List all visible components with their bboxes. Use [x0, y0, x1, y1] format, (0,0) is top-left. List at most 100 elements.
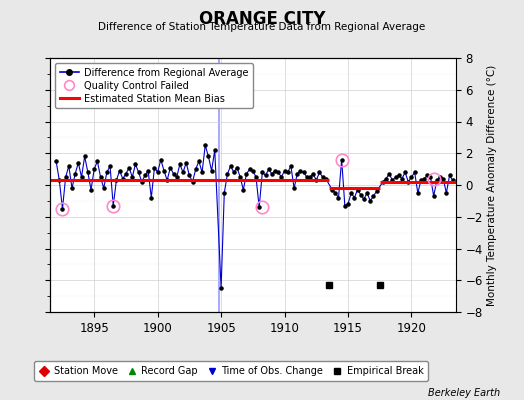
Point [236, 174, 244, 180]
Point [299, 169, 308, 176]
Point [363, 190, 371, 196]
Point [398, 176, 406, 182]
Point [413, 190, 422, 196]
Point [350, 194, 358, 201]
Point [293, 171, 301, 177]
Point [223, 171, 232, 177]
Point [347, 190, 355, 196]
Point [195, 158, 203, 164]
Point [84, 169, 92, 176]
Point [252, 174, 260, 180]
Point [309, 171, 318, 177]
Point [420, 176, 428, 182]
Point [305, 174, 314, 180]
Point [172, 174, 181, 180]
Point [395, 172, 403, 179]
Point [226, 163, 235, 169]
Point [185, 172, 193, 179]
Point [100, 185, 108, 191]
Point [103, 169, 111, 176]
Point [192, 166, 200, 172]
Point [150, 164, 159, 171]
Point [442, 190, 451, 196]
Point [122, 171, 130, 177]
Point [52, 158, 60, 164]
Point [81, 153, 89, 160]
Point [359, 196, 368, 202]
Point [258, 169, 267, 176]
Y-axis label: Monthly Temperature Anomaly Difference (°C): Monthly Temperature Anomaly Difference (… [487, 64, 497, 306]
Point [147, 194, 156, 201]
Point [188, 179, 196, 185]
Point [439, 176, 447, 182]
Point [344, 201, 352, 207]
Point [322, 176, 330, 182]
Point [385, 171, 394, 177]
Point [265, 166, 273, 172]
Point [417, 177, 425, 184]
Point [248, 168, 257, 174]
Point [182, 160, 190, 166]
Point [436, 174, 444, 180]
Point [198, 169, 206, 176]
Point [391, 174, 400, 180]
Point [287, 163, 295, 169]
Point [93, 158, 102, 164]
Point [283, 169, 292, 176]
Point [106, 163, 114, 169]
Legend: Difference from Regional Average, Quality Control Failed, Estimated Station Mean: Difference from Regional Average, Qualit… [54, 63, 253, 108]
Point [242, 171, 250, 177]
Point [128, 174, 136, 180]
Point [208, 168, 216, 174]
Point [353, 186, 362, 193]
Point [319, 174, 327, 180]
Point [157, 156, 165, 163]
Point [366, 198, 375, 204]
Point [112, 177, 121, 184]
Point [382, 176, 390, 182]
Point [331, 190, 340, 196]
Point [296, 168, 304, 174]
Point [312, 177, 321, 184]
Point [356, 191, 365, 198]
Point [245, 166, 254, 172]
Point [290, 185, 298, 191]
Point [154, 169, 162, 176]
Point [109, 202, 117, 209]
Point [430, 193, 438, 199]
Point [277, 174, 286, 180]
Point [220, 190, 228, 196]
Point [144, 168, 152, 174]
Point [407, 174, 416, 180]
Point [334, 194, 343, 201]
Point [268, 171, 276, 177]
Point [64, 163, 73, 169]
Point [169, 171, 178, 177]
Point [233, 164, 241, 171]
Point [280, 168, 289, 174]
Point [131, 161, 139, 168]
Point [388, 177, 397, 184]
Point [87, 186, 95, 193]
Point [166, 164, 174, 171]
Point [271, 168, 279, 174]
Point [328, 186, 336, 193]
Point [71, 171, 79, 177]
Point [138, 179, 146, 185]
Text: ORANGE CITY: ORANGE CITY [199, 10, 325, 28]
Point [96, 174, 105, 180]
Point [217, 285, 225, 291]
Point [255, 204, 264, 210]
Point [379, 179, 387, 185]
Point [427, 174, 435, 180]
Point [410, 169, 419, 176]
Point [423, 172, 432, 179]
Point [179, 169, 187, 176]
Point [176, 161, 184, 168]
Point [239, 186, 247, 193]
Text: Berkeley Earth: Berkeley Earth [428, 388, 500, 398]
Point [78, 174, 86, 180]
Point [204, 153, 213, 160]
Point [90, 166, 99, 172]
Legend: Station Move, Record Gap, Time of Obs. Change, Empirical Break: Station Move, Record Gap, Time of Obs. C… [34, 362, 428, 381]
